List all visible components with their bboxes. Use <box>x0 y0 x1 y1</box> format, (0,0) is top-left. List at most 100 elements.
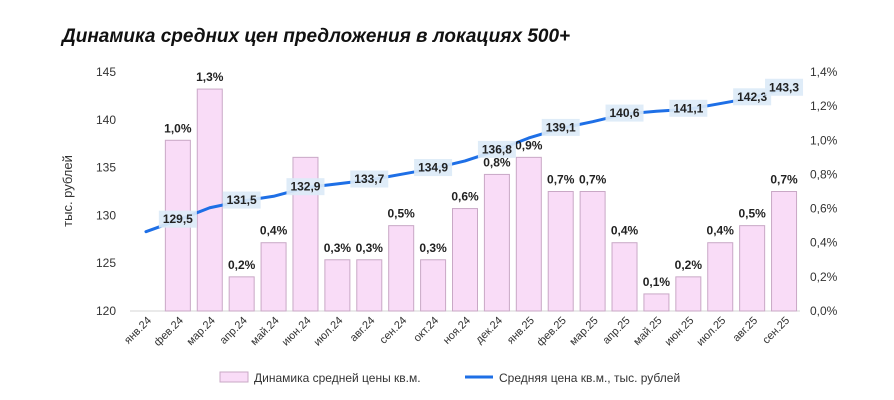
bar-data-label: 0,2% <box>228 258 256 272</box>
y-right-tick-label: 1,2% <box>810 99 838 113</box>
line-label-box <box>414 159 453 177</box>
line-data-label: 131,5 <box>227 193 257 207</box>
line-label-box <box>669 99 708 117</box>
y-right-tick-label: 0,0% <box>810 304 838 318</box>
x-tick-label: дек.24 <box>473 315 505 347</box>
x-tick-label: мар.25 <box>567 315 600 348</box>
bar <box>228 276 255 312</box>
bar-data-label: 1,0% <box>164 121 192 135</box>
x-tick-label: июл.24 <box>312 315 346 349</box>
y-right-tick-label: 0,2% <box>810 270 838 284</box>
bar-data-label: 0,6% <box>451 190 479 204</box>
data-labels: 1,0% 1,3% 0,2% 0,4% 0,3% 0,3% 0,5% 0,3% 0,6% 0,8%… <box>158 70 804 289</box>
line-data-label: 129,5 <box>163 212 193 226</box>
bar-data-label: 0,4% <box>611 224 639 238</box>
bar-data-label: 0,4% <box>707 224 735 238</box>
line-label-box <box>477 140 516 158</box>
y-left-tick-label: 120 <box>96 304 116 318</box>
bar <box>515 156 542 312</box>
line-label-box <box>765 78 804 96</box>
x-tick-label: апр.24 <box>218 315 250 347</box>
x-tick-label: май.25 <box>631 315 664 348</box>
x-tick-label: фев.24 <box>152 315 186 349</box>
bar-data-label: 1,3% <box>196 70 224 84</box>
bar <box>420 259 447 312</box>
x-tick-label: июн.25 <box>663 315 697 349</box>
bar <box>452 208 478 312</box>
bar-data-label: 0,5% <box>738 207 766 221</box>
line-data-label: 136,8 <box>482 142 512 156</box>
x-tick-label: сен.25 <box>760 315 792 347</box>
legend-bar-swatch <box>219 371 249 383</box>
x-tick-label: авг.25 <box>731 315 761 345</box>
bar-data-label: 0,3% <box>419 241 447 255</box>
bar <box>643 293 670 312</box>
legend: Динамика средней цены кв.м. Средняя цена … <box>219 371 680 385</box>
x-tick-label: фев.25 <box>535 315 569 349</box>
legend-line-label: Средняя цена кв.м., тыс. рублей <box>499 371 680 385</box>
x-tick-label: янв.24 <box>122 315 154 347</box>
line-data-label: 141,1 <box>673 101 703 115</box>
bar <box>675 276 702 312</box>
bar <box>260 242 287 312</box>
bar <box>771 191 798 312</box>
y-left-tick-label: 135 <box>96 161 116 175</box>
line-data-label: 142,3 <box>737 90 767 104</box>
line-label-box <box>541 118 580 136</box>
y-left-tick-label: 125 <box>96 256 116 270</box>
y-right-tick-label: 1,0% <box>810 133 838 147</box>
bar <box>388 225 415 312</box>
bar <box>707 242 734 312</box>
chart-title: Динамика средних цен предложения в локац… <box>62 26 571 47</box>
bar <box>483 173 510 312</box>
bar <box>611 242 638 312</box>
bar-data-label: 0,7% <box>547 173 575 187</box>
bar <box>356 259 383 312</box>
y-left-tick-label: 130 <box>96 208 116 222</box>
bar-data-label: 0,2% <box>675 258 703 272</box>
x-tick-label: сен.24 <box>378 315 410 347</box>
x-tick-label: июн.24 <box>280 315 314 349</box>
bar <box>739 225 766 312</box>
bar-data-label: 0,9% <box>515 138 543 152</box>
line-label-box <box>733 88 772 106</box>
line-data-label: 132,9 <box>290 180 320 194</box>
y-left-tick-label: 145 <box>96 65 116 79</box>
legend-bar-label: Динамика средней цены кв.м. <box>254 371 421 385</box>
line-label-box <box>350 170 389 188</box>
x-tick-label: мар.24 <box>185 315 218 348</box>
line-label-box <box>286 178 325 196</box>
y-right-tick-label: 0,4% <box>810 236 838 250</box>
line-label-box <box>158 210 197 228</box>
bar <box>547 191 574 312</box>
bar-data-label: 0,5% <box>388 207 416 221</box>
x-tick-label: июл.25 <box>695 315 729 349</box>
bar <box>579 191 606 312</box>
y-right-tick-label: 1,4% <box>810 65 838 79</box>
bar-data-label: 0,7% <box>770 173 798 187</box>
x-tick-label: ноя.24 <box>441 315 473 347</box>
bar <box>324 259 351 312</box>
x-tick-label: окт.24 <box>411 315 441 345</box>
bar-data-label: 0,7% <box>579 173 607 187</box>
bar-data-label: 0,1% <box>643 275 671 289</box>
x-tick-label: май.24 <box>248 315 281 348</box>
line-label-box <box>605 104 644 122</box>
bar-data-label: 0,3% <box>356 241 384 255</box>
bar-data-label: 0,8% <box>483 155 511 169</box>
x-tick-label: апр.25 <box>600 315 632 347</box>
y-right-tick-label: 0,8% <box>810 167 838 181</box>
line-data-label: 133,7 <box>354 172 384 186</box>
x-tick-label: янв.25 <box>505 315 537 347</box>
y-left-axis-label: тыс. рублей <box>60 155 75 227</box>
line-data-label: 140,6 <box>610 106 640 120</box>
bar-data-label: 0,3% <box>324 241 352 255</box>
x-tick-label: авг.24 <box>348 315 378 345</box>
line-data-label: 134,9 <box>418 161 448 175</box>
line-data-label: 143,3 <box>769 80 799 94</box>
bar-series <box>164 88 798 312</box>
bar <box>196 88 223 312</box>
line-label-box <box>222 191 261 209</box>
bar-data-label: 0,4% <box>260 224 288 238</box>
